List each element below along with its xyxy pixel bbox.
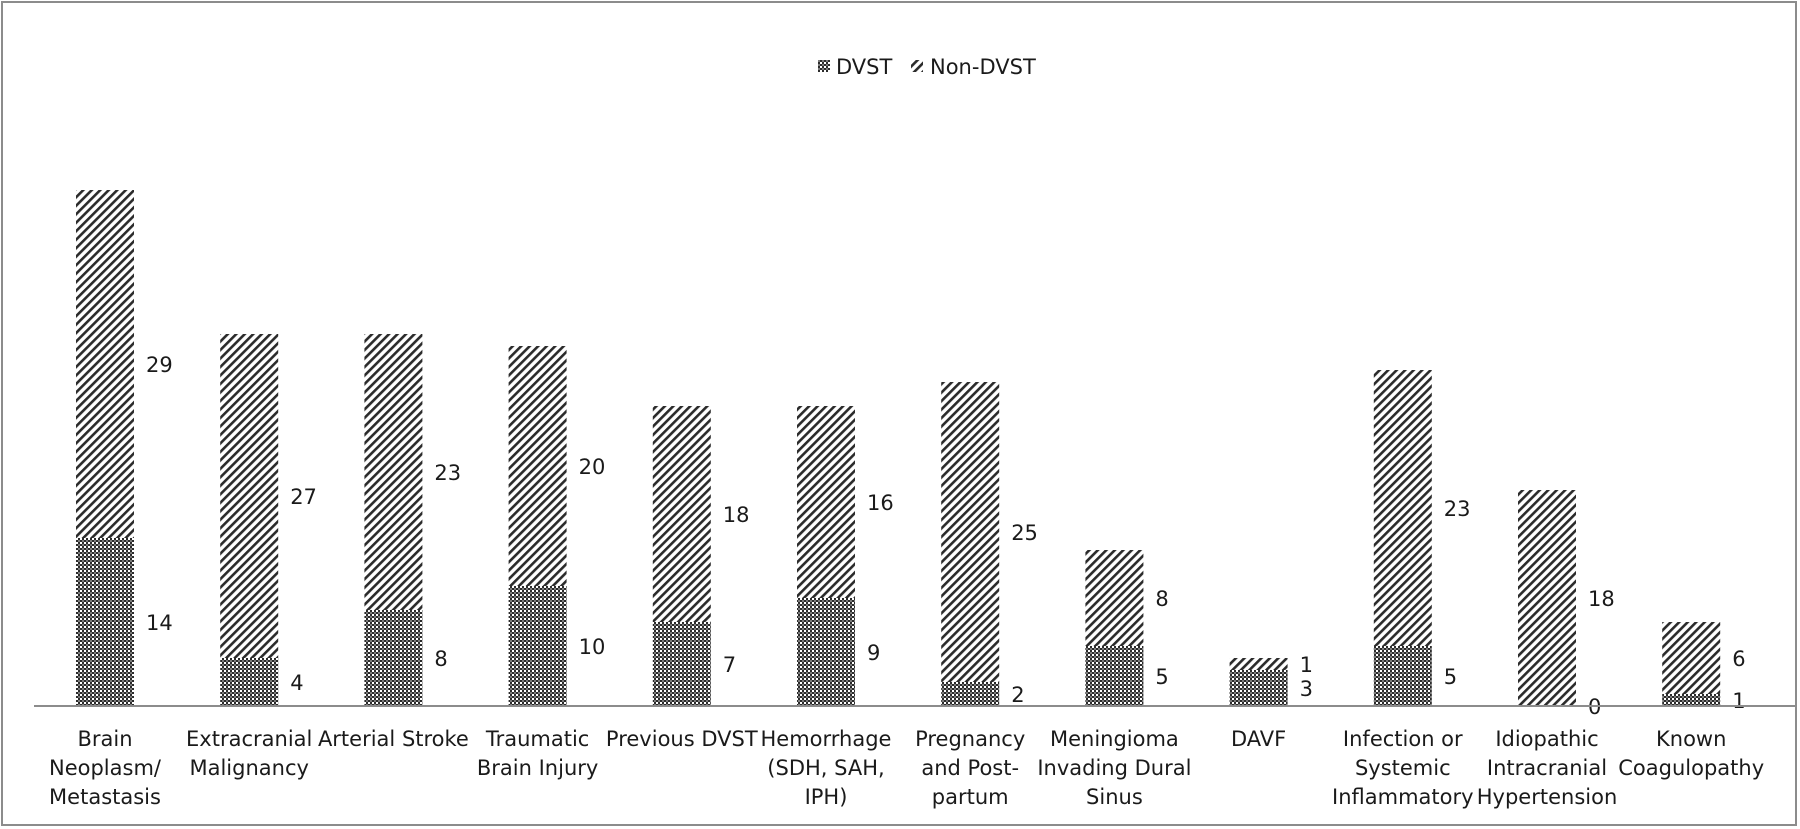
value-label-non-dvst-previous-dvst: 18 bbox=[723, 503, 750, 527]
bar-non-dvst-meningioma-invading-dural-sinus bbox=[1085, 550, 1144, 646]
legend-label-non-dvst: Non-DVST bbox=[930, 55, 1036, 79]
bar-non-dvst-previous-dvst bbox=[652, 406, 711, 622]
bar-dvst-hemorrhage-sdh-sah-iph bbox=[797, 598, 855, 706]
value-label-non-dvst-infection-or-systemic-inflammatory: 23 bbox=[1444, 497, 1471, 521]
bar-non-dvst-arterial-stroke bbox=[364, 334, 423, 610]
bar-dvst-extracranial-malignancy bbox=[220, 658, 279, 706]
bar-non-dvst-davf bbox=[1229, 658, 1288, 670]
bar-non-dvst-known-coagulopathy bbox=[1662, 622, 1721, 694]
value-label-dvst-arterial-stroke: 8 bbox=[434, 647, 447, 671]
value-label-dvst-infection-or-systemic-inflammatory: 5 bbox=[1444, 665, 1457, 689]
value-label-non-dvst-arterial-stroke: 23 bbox=[434, 461, 461, 485]
category-label-idiopathic-intracranial-hypertension: Idiopathic Intracranial Hypertension bbox=[1477, 727, 1618, 809]
value-label-dvst-davf: 3 bbox=[1300, 677, 1313, 701]
bar-dvst-infection-or-systemic-inflammatory bbox=[1373, 646, 1432, 706]
value-label-dvst-known-coagulopathy: 1 bbox=[1732, 689, 1745, 713]
value-label-dvst-pregnancy-and-post-partum: 2 bbox=[1011, 683, 1024, 707]
legend: DVST Non-DVST bbox=[818, 55, 1036, 79]
bar-dvst-known-coagulopathy bbox=[1662, 694, 1721, 706]
category-label-known-coagulopathy: Known Coagulopathy bbox=[1618, 727, 1764, 780]
bar-non-dvst-hemorrhage-sdh-sah-iph bbox=[797, 406, 855, 598]
category-label-arterial-stroke: Arterial Stroke bbox=[318, 727, 469, 751]
value-label-non-dvst-pregnancy-and-post-partum: 25 bbox=[1011, 521, 1038, 545]
category-label-hemorrhage-sdh-sah-iph: Hemorrhage (SDH, SAH, IPH) bbox=[761, 727, 892, 809]
value-label-non-dvst-davf: 1 bbox=[1300, 653, 1313, 677]
legend-swatch-dvst bbox=[818, 60, 830, 72]
category-label-extracranial-malignancy: Extracranial Malignancy bbox=[186, 727, 312, 780]
legend-swatch-non-dvst bbox=[911, 60, 923, 72]
category-label-pregnancy-and-post-partum: Pregnancy and Post-partum bbox=[915, 727, 1025, 809]
bar-dvst-previous-dvst bbox=[652, 622, 711, 706]
bar-non-dvst-pregnancy-and-post-partum bbox=[941, 382, 1000, 682]
category-label-traumatic-brain-injury: Traumatic Brain Injury bbox=[477, 727, 598, 780]
bar-non-dvst-idiopathic-intracranial-hypertension bbox=[1518, 490, 1576, 706]
bars-group bbox=[76, 190, 1721, 706]
value-label-non-dvst-hemorrhage-sdh-sah-iph: 16 bbox=[867, 491, 894, 515]
value-label-non-dvst-known-coagulopathy: 6 bbox=[1732, 647, 1745, 671]
category-labels-group: Brain Neoplasm/Metastasis Extracranial Mali… bbox=[49, 727, 1764, 809]
category-label-infection-or-systemic-inflammatory: Infection or Systemic Inflammatory bbox=[1332, 727, 1474, 809]
legend-label-dvst: DVST bbox=[836, 55, 892, 79]
value-label-non-dvst-meningioma-invading-dural-sinus: 8 bbox=[1155, 587, 1168, 611]
value-label-dvst-meningioma-invading-dural-sinus: 5 bbox=[1155, 665, 1168, 689]
value-label-non-dvst-traumatic-brain-injury: 20 bbox=[579, 455, 606, 479]
bar-non-dvst-traumatic-brain-injury bbox=[508, 346, 567, 586]
bar-non-dvst-brain-neoplasm-metastasis bbox=[76, 190, 134, 538]
value-label-dvst-hemorrhage-sdh-sah-iph: 9 bbox=[867, 641, 880, 665]
category-label-davf: DAVF bbox=[1231, 727, 1286, 751]
bar-dvst-arterial-stroke bbox=[364, 610, 423, 706]
category-label-previous-dvst: Previous DVST bbox=[606, 727, 758, 751]
bar-dvst-meningioma-invading-dural-sinus bbox=[1085, 646, 1144, 706]
value-label-non-dvst-brain-neoplasm-metastasis: 29 bbox=[146, 353, 173, 377]
value-labels-group: 14294278231020718916225583152301816 bbox=[146, 353, 1746, 719]
bar-dvst-brain-neoplasm-metastasis bbox=[76, 538, 134, 706]
bar-dvst-davf bbox=[1229, 670, 1288, 706]
bar-non-dvst-infection-or-systemic-inflammatory bbox=[1373, 370, 1432, 646]
value-label-dvst-extracranial-malignancy: 4 bbox=[290, 671, 303, 695]
bar-non-dvst-extracranial-malignancy bbox=[220, 334, 279, 658]
value-label-dvst-traumatic-brain-injury: 10 bbox=[579, 635, 606, 659]
category-label-brain-neoplasm-metastasis: Brain Neoplasm/Metastasis bbox=[49, 727, 162, 809]
value-label-dvst-brain-neoplasm-metastasis: 14 bbox=[146, 611, 173, 635]
value-label-dvst-previous-dvst: 7 bbox=[723, 653, 736, 677]
category-label-meningioma-invading-dural-sinus: Meningioma Invading Dural Sinus bbox=[1037, 727, 1191, 809]
bar-dvst-traumatic-brain-injury bbox=[508, 586, 567, 706]
value-label-non-dvst-extracranial-malignancy: 27 bbox=[290, 485, 317, 509]
value-label-non-dvst-idiopathic-intracranial-hypertension: 18 bbox=[1588, 587, 1615, 611]
bar-dvst-pregnancy-and-post-partum bbox=[941, 682, 1000, 706]
